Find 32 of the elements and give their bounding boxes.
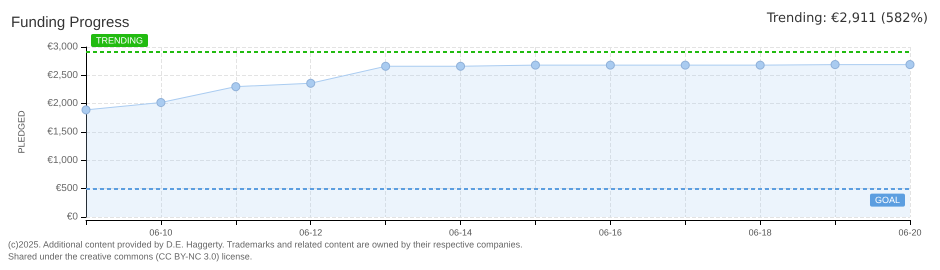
x-tick-label: 06-14 [449, 228, 472, 238]
point [456, 62, 466, 71]
ref-line-label: GOAL [874, 195, 900, 206]
y-tick-label: €3,000 [47, 42, 78, 52]
point [830, 60, 840, 70]
y-tick-label: €1,000 [47, 154, 78, 166]
y-tick-label: €2,000 [47, 98, 78, 110]
x-tick-label: 06-12 [299, 228, 322, 238]
x-tick-label: 06-20 [898, 228, 922, 238]
point [756, 60, 765, 70]
point [906, 60, 914, 70]
y-tick-label: €0 [66, 212, 78, 222]
point [606, 60, 615, 70]
y-tick-label: €1,500 [47, 126, 78, 138]
point [530, 60, 540, 70]
y-tick-label: €500 [56, 183, 78, 194]
text: Trending: €2,911 (582%) [766, 11, 928, 26]
x-tick-label: 06-16 [598, 228, 622, 238]
point [680, 60, 690, 70]
point [231, 82, 240, 92]
text: Shared under the creative commons (CC BY-NC 3.0) license. [8, 252, 252, 262]
text: (c)2025. Additional content provided by D.E. Haggerty. Trademarks and related content are owned by their respective companies. [8, 240, 523, 250]
chart-title: Funding Progress [11, 14, 130, 31]
x-tick-label: 06-18 [748, 228, 772, 238]
point [306, 78, 316, 88]
y-tick-label: €2,500 [47, 70, 78, 81]
point [82, 105, 90, 114]
point [156, 98, 166, 108]
x-tick-label: 06-10 [149, 228, 172, 238]
ref-line-label: TRENDING [96, 36, 143, 46]
y-axis-title: PLEDGED [16, 110, 26, 154]
point [381, 62, 390, 71]
